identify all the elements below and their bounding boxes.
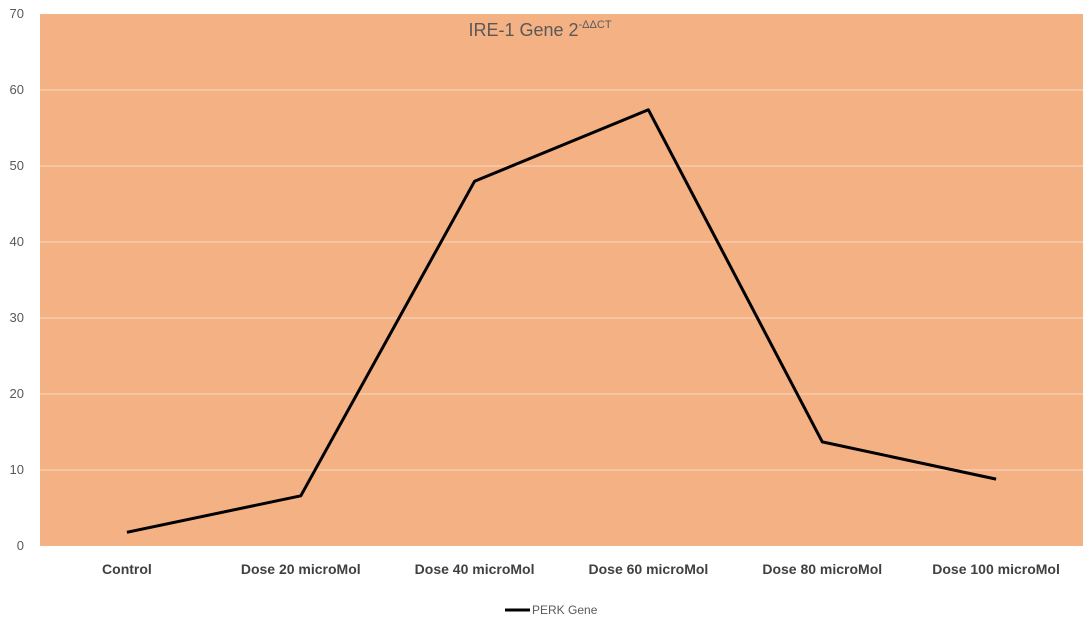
x-tick-label: Dose 40 microMol: [415, 561, 535, 577]
y-tick-label: 0: [17, 538, 24, 553]
x-axis-ticks: Control Dose 20 microMol Dose 40 microMol D…: [102, 561, 1060, 577]
legend: PERK Gene: [505, 603, 598, 617]
y-axis-ticks: 0 10 20 30 40 50 60 70: [10, 6, 24, 553]
y-tick-label: 60: [10, 82, 24, 97]
gridlines: [40, 89, 1083, 471]
y-tick-label: 10: [10, 462, 24, 477]
x-tick-label: Dose 100 microMol: [932, 561, 1060, 577]
x-tick-label: Dose 60 microMol: [589, 561, 709, 577]
x-tick-label: Dose 20 microMol: [241, 561, 361, 577]
y-tick-label: 30: [10, 310, 24, 325]
plot-area: [40, 14, 1083, 546]
legend-label-perk-gene: PERK Gene: [532, 603, 598, 617]
chart-title-superscript: -ΔΔCT: [579, 19, 612, 31]
y-tick-label: 40: [10, 234, 24, 249]
x-tick-label: Control: [102, 561, 152, 577]
y-tick-label: 70: [10, 6, 24, 21]
chart-title-main: IRE-1 Gene 2: [468, 20, 578, 40]
chart-title: IRE-1 Gene 2-ΔΔCT: [468, 19, 611, 40]
x-tick-label: Dose 80 microMol: [762, 561, 882, 577]
y-tick-label: 20: [10, 386, 24, 401]
y-tick-label: 50: [10, 158, 24, 173]
series-line-perk-gene: [126, 108, 997, 534]
